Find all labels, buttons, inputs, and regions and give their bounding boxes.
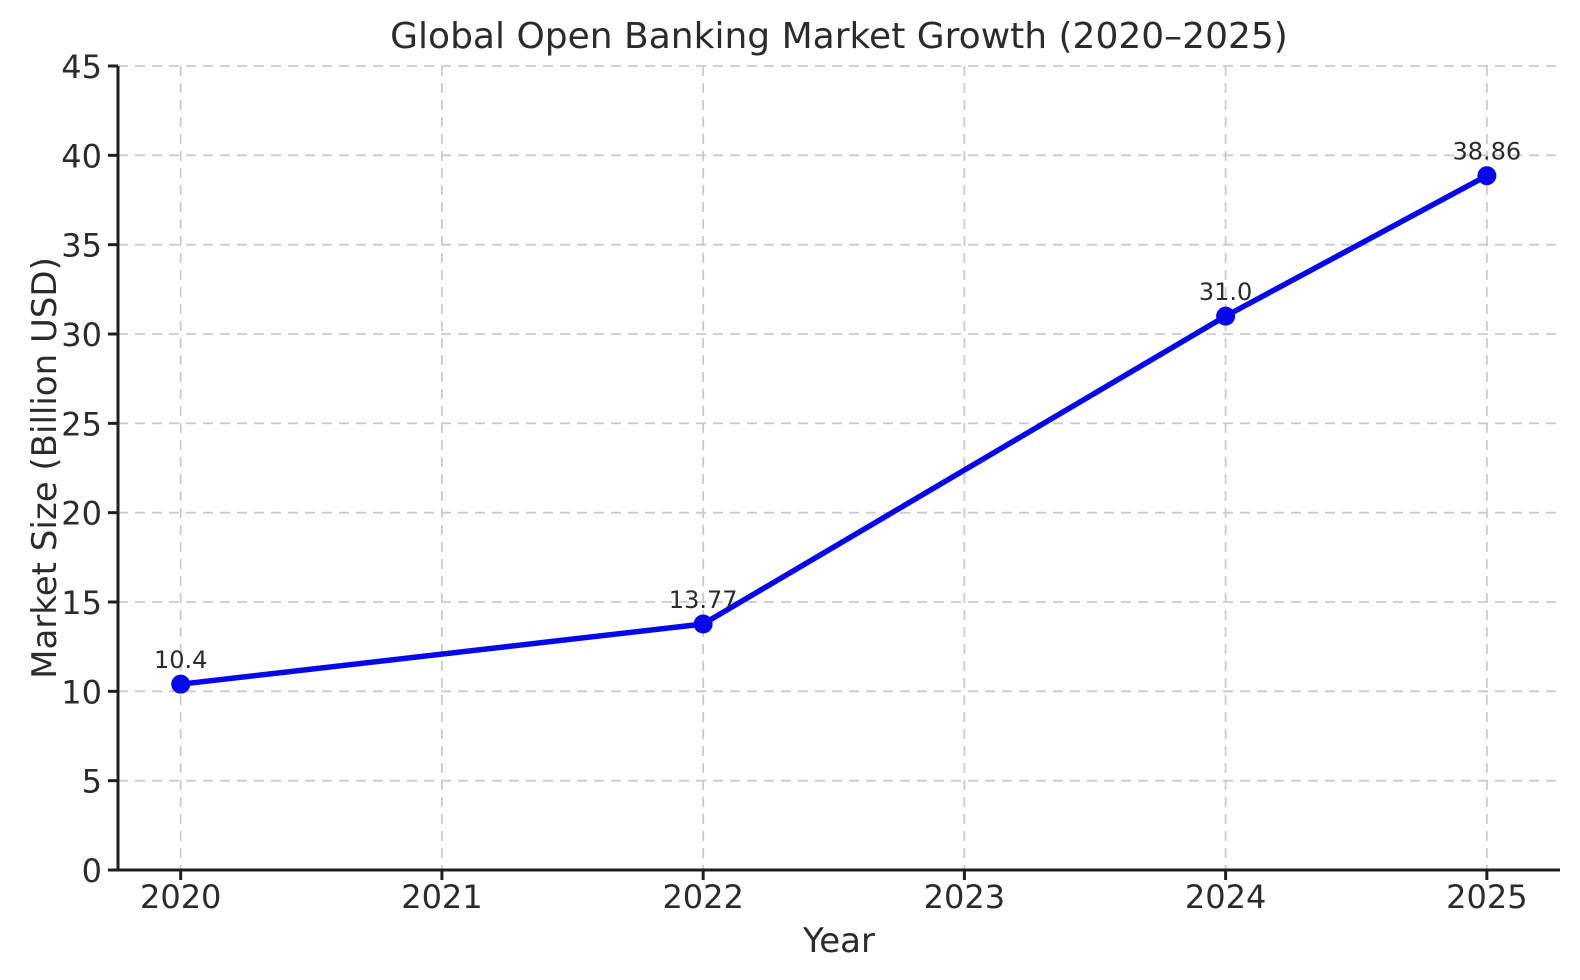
data-point-marker bbox=[1216, 306, 1236, 326]
trend-line bbox=[177, 172, 1490, 687]
x-tick-label: 2020 bbox=[140, 878, 221, 916]
data-point-marker bbox=[171, 674, 191, 694]
x-axis-label: Year bbox=[803, 921, 875, 961]
y-tick-label: 40 bbox=[61, 137, 102, 175]
y-tick-label: 45 bbox=[61, 48, 102, 86]
y-tick-label: 35 bbox=[61, 227, 102, 265]
data-point-marker bbox=[1477, 166, 1497, 186]
y-tick-label: 10 bbox=[61, 673, 102, 711]
y-tick-label: 25 bbox=[61, 405, 102, 443]
y-tick-label: 30 bbox=[61, 316, 102, 354]
y-tick-label: 0 bbox=[82, 852, 102, 890]
data-point-label: 13.77 bbox=[669, 586, 738, 614]
x-tick-label: 2021 bbox=[401, 878, 482, 916]
data-point-label: 10.4 bbox=[154, 646, 207, 674]
data-point-label: 38.86 bbox=[1452, 138, 1521, 166]
data-point-label: 31.0 bbox=[1199, 278, 1252, 306]
y-axis-label: Market Size (Billion USD) bbox=[25, 257, 65, 679]
x-tick-label: 2022 bbox=[662, 878, 743, 916]
data-point-marker bbox=[693, 614, 713, 634]
x-tick-label: 2025 bbox=[1446, 878, 1527, 916]
y-tick-label: 5 bbox=[82, 763, 102, 801]
chart-title: Global Open Banking Market Growth (2020–… bbox=[390, 16, 1288, 57]
x-tick-label: 2023 bbox=[924, 878, 1005, 916]
y-tick-label: 20 bbox=[61, 495, 102, 533]
y-tick-label: 15 bbox=[61, 584, 102, 622]
x-tick-label: 2024 bbox=[1185, 878, 1266, 916]
